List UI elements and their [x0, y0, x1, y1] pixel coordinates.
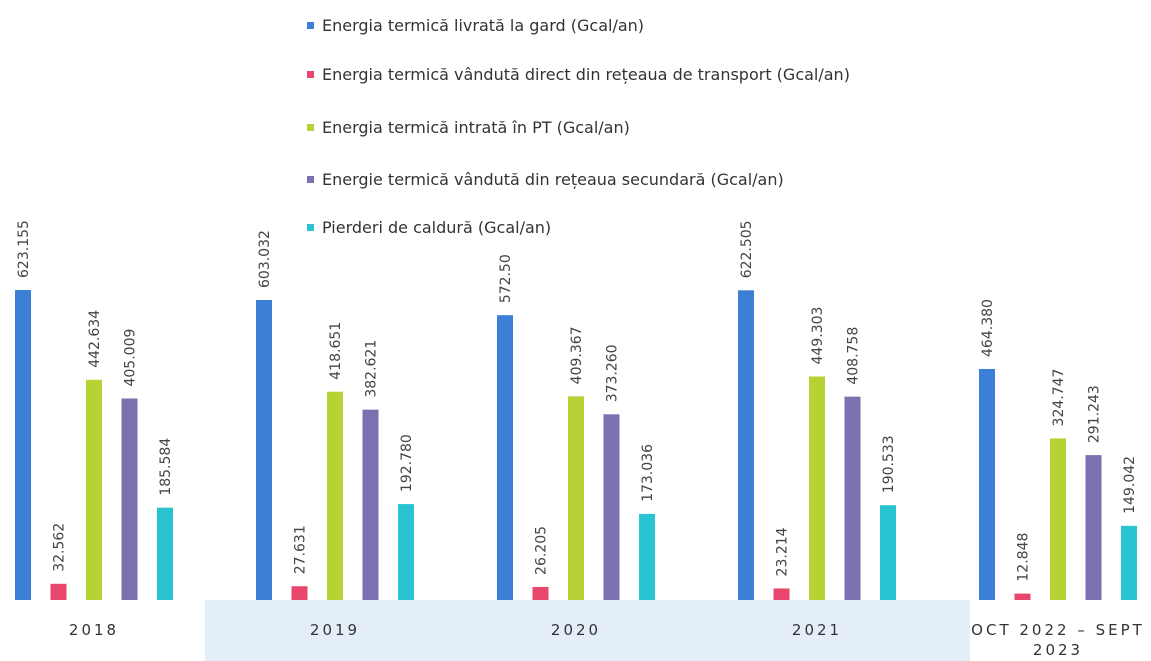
- legend-label: Energia termică intrată în PT (Gcal/an): [322, 118, 630, 137]
- value-label: 623.155: [16, 220, 32, 278]
- bar: [362, 409, 379, 600]
- value-label: 26.205: [534, 526, 550, 575]
- value-label: 12.848: [1016, 533, 1032, 582]
- value-label: 603.032: [257, 230, 273, 288]
- value-label: 449.303: [810, 307, 826, 365]
- value-label: 149.042: [1122, 456, 1138, 514]
- bar: [738, 290, 754, 600]
- value-label: 27.631: [293, 525, 309, 574]
- category-label: 2021: [791, 621, 843, 639]
- value-label: 32.562: [52, 523, 68, 572]
- value-label: 190.533: [881, 435, 897, 493]
- value-label: 442.634: [87, 310, 103, 368]
- bar: [880, 505, 896, 600]
- bar: [398, 504, 414, 600]
- bar: [327, 391, 343, 600]
- bar: [844, 396, 861, 600]
- bar: [291, 586, 308, 600]
- bar: [50, 583, 67, 600]
- bar: [773, 588, 790, 600]
- value-label: 409.367: [569, 326, 585, 384]
- legend-swatch: [307, 71, 314, 78]
- bar: [1014, 593, 1031, 600]
- value-label: 408.758: [846, 327, 862, 385]
- bar: [15, 289, 31, 600]
- value-label: 291.243: [1087, 385, 1103, 443]
- bar: [1085, 455, 1102, 600]
- bar: [497, 315, 513, 600]
- value-label: 185.584: [158, 438, 174, 496]
- value-label: 464.380: [980, 299, 996, 357]
- legend-swatch: [307, 22, 314, 29]
- value-label: 572.50: [498, 254, 514, 303]
- bar: [639, 513, 655, 600]
- bar: [603, 414, 620, 600]
- bar: [121, 398, 138, 600]
- category-label: OCT 2022 – SEPT 2023: [971, 621, 1145, 659]
- category-label: 2019: [309, 621, 361, 639]
- legend-label: Pierderi de caldură (Gcal/an): [322, 218, 551, 237]
- value-label: 382.621: [364, 340, 380, 398]
- value-label: 405.009: [123, 329, 139, 387]
- bar: [532, 586, 549, 600]
- background-band: [205, 600, 970, 661]
- value-label: 418.651: [328, 322, 344, 380]
- bar: [1050, 438, 1066, 600]
- value-label: 23.214: [775, 527, 791, 576]
- value-label: 622.505: [739, 220, 755, 278]
- legend-swatch: [307, 224, 314, 231]
- bar: [979, 368, 995, 600]
- category-label: 2018: [68, 621, 120, 639]
- value-label: 192.780: [399, 434, 415, 492]
- value-label: 324.747: [1051, 369, 1067, 427]
- value-label: 173.036: [640, 444, 656, 502]
- legend-label: Energie termică vândută din rețeaua secu…: [322, 170, 784, 189]
- bar: [1121, 525, 1137, 600]
- legend-swatch: [307, 176, 314, 183]
- value-label: 373.260: [605, 344, 621, 402]
- bar: [256, 299, 272, 600]
- bar: [809, 376, 825, 600]
- legend-label: Energia termică vândută direct din rețea…: [322, 65, 850, 84]
- bar: [568, 396, 584, 600]
- bar: [157, 507, 173, 600]
- legend-swatch: [307, 124, 314, 131]
- bar: [86, 379, 102, 600]
- legend-label: Energia termică livrată la gard (Gcal/an…: [322, 16, 644, 35]
- category-label: 2020: [550, 621, 602, 639]
